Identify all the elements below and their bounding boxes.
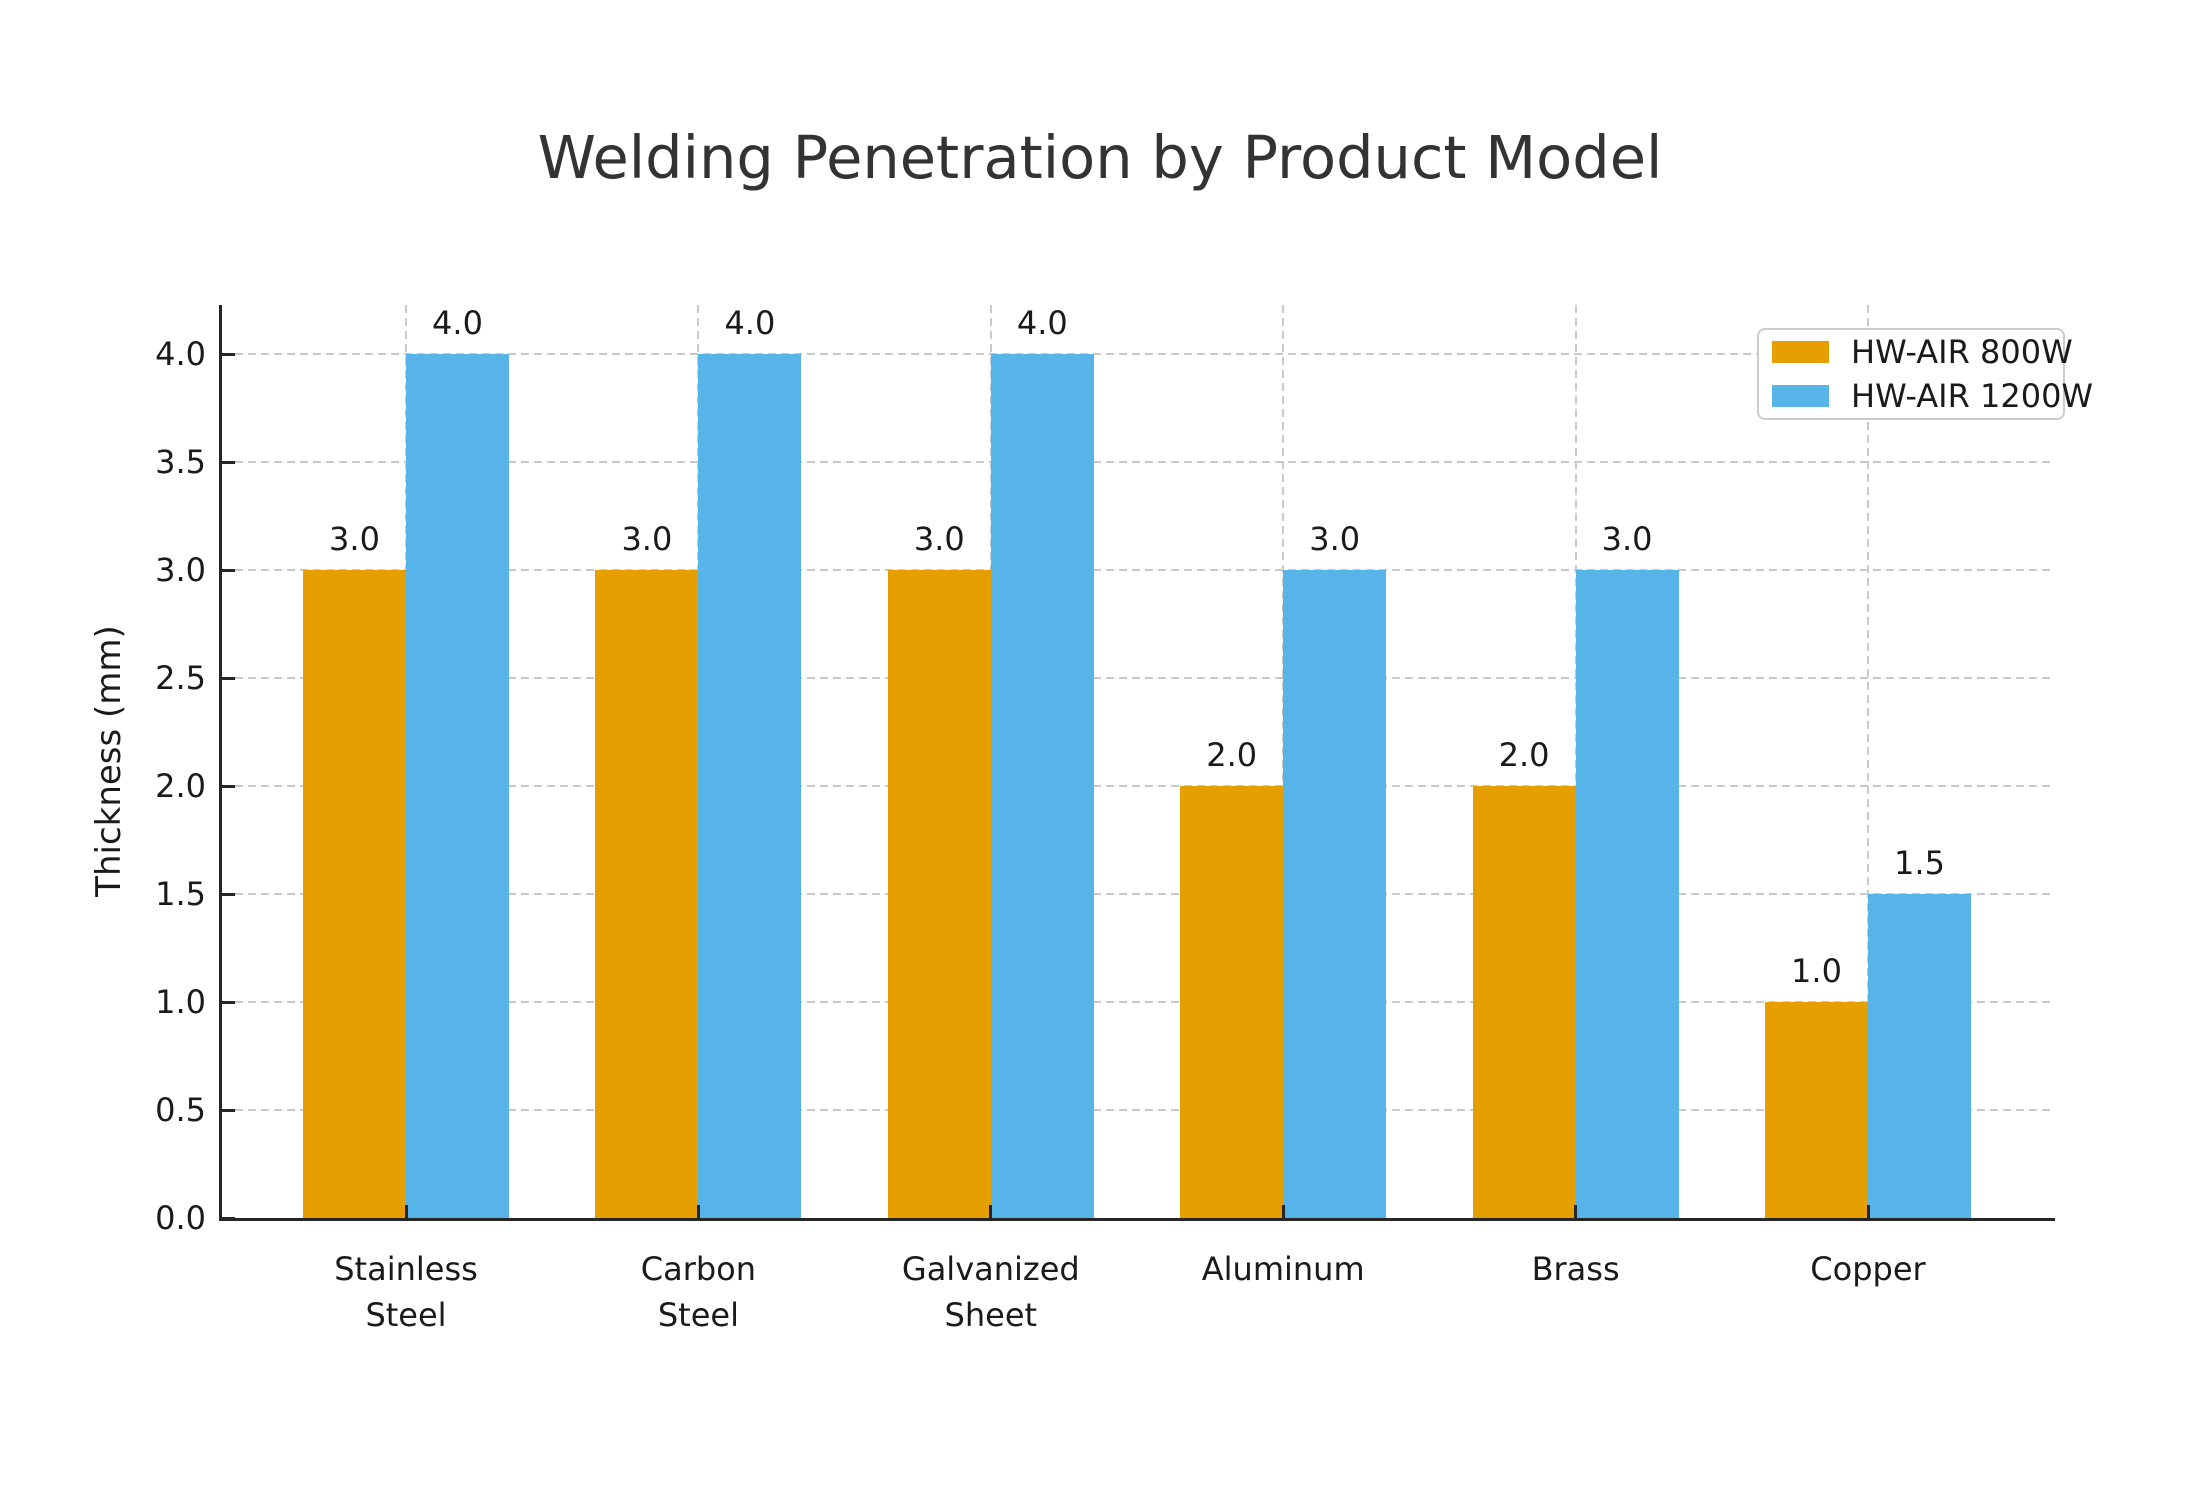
legend-swatch (1772, 341, 1829, 363)
horizontal-gridline (222, 1109, 2055, 1111)
bar-value-label: 3.0 (913, 520, 965, 558)
category-label-line: Brass (1531, 1250, 1620, 1288)
bar-value-label: 2.0 (1498, 736, 1550, 774)
horizontal-gridline (222, 893, 2055, 895)
horizontal-gridline (222, 785, 2055, 787)
bar-value-label: 3.0 (621, 520, 673, 558)
bar (990, 354, 1094, 1218)
bar-value-label: 3.0 (1309, 520, 1361, 558)
x-tick-mark (989, 1205, 993, 1218)
bar-value-label: 2.0 (1206, 736, 1258, 774)
category-label: Brass (1426, 1246, 1726, 1292)
category-label-line: Copper (1810, 1250, 1926, 1288)
category-label-line: Steel (365, 1296, 447, 1334)
x-tick-mark (404, 1205, 408, 1218)
y-tick-label: 1.0 (155, 983, 206, 1021)
y-tick-label: 2.5 (155, 659, 206, 697)
y-tick-label: 3.0 (155, 551, 206, 589)
y-tick-mark (222, 352, 235, 356)
bottom-spine (219, 1218, 2055, 1221)
bar-value-label: 4.0 (1016, 304, 1068, 342)
category-label: Carbon Steel (548, 1246, 848, 1338)
legend-swatch (1772, 385, 1829, 407)
chart-title: Welding Penetration by Product Model (537, 123, 1663, 192)
category-label-line: Galvanized (901, 1250, 1080, 1288)
y-tick-mark (222, 892, 235, 896)
bar-value-label: 4.0 (724, 304, 776, 342)
y-tick-label: 0.0 (155, 1199, 206, 1237)
y-tick-mark (222, 1216, 235, 1220)
x-tick-mark (1281, 1205, 1285, 1218)
bar (887, 570, 991, 1218)
category-label-line: Carbon (640, 1250, 757, 1288)
legend-label: HW-AIR 1200W (1851, 377, 2094, 415)
y-tick-label: 0.5 (155, 1091, 206, 1129)
y-tick-mark (222, 568, 235, 572)
category-label-line: Sheet (944, 1296, 1038, 1334)
legend-item: HW-AIR 1200W (1772, 377, 2093, 415)
x-tick-mark (696, 1205, 700, 1218)
x-tick-mark (1866, 1205, 1870, 1218)
category-label: Aluminum (1133, 1246, 1433, 1292)
horizontal-gridline (222, 677, 2055, 679)
bar-value-label: 1.0 (1791, 952, 1842, 990)
bar (1472, 786, 1576, 1218)
bar (1283, 570, 1387, 1218)
bar-value-label: 4.0 (432, 304, 483, 342)
bar-value-label: 3.0 (329, 520, 380, 558)
bar (1765, 1002, 1868, 1218)
y-tick-mark (222, 676, 235, 680)
horizontal-gridline (222, 353, 2055, 355)
bar (698, 354, 802, 1218)
y-tick-mark (222, 784, 235, 788)
y-tick-label: 3.5 (155, 443, 206, 481)
category-label-line: Steel (657, 1296, 739, 1334)
horizontal-gridline (222, 1001, 2055, 1003)
legend-label: HW-AIR 800W (1851, 333, 2073, 371)
bar (1575, 570, 1679, 1218)
vertical-gridline (1867, 305, 1869, 1218)
bar (1868, 894, 1971, 1218)
y-tick-label: 1.5 (155, 875, 206, 913)
x-tick-mark (1574, 1205, 1578, 1218)
bar-value-label: 3.0 (1601, 520, 1653, 558)
left-spine (219, 305, 222, 1221)
horizontal-gridline (222, 569, 2055, 571)
y-tick-label: 2.0 (155, 767, 206, 805)
legend: HW-AIR 800W HW-AIR 1200W (1757, 328, 2093, 420)
y-tick-mark (222, 1108, 235, 1112)
y-tick-mark (222, 460, 235, 464)
y-tick-label: 4.0 (155, 335, 206, 373)
category-label-line: Stainless (334, 1250, 478, 1288)
category-label: Stainless Steel (256, 1246, 556, 1338)
legend-item: HW-AIR 800W (1772, 333, 2073, 371)
y-tick-mark (222, 1000, 235, 1004)
bar-value-label: 1.5 (1894, 844, 1945, 882)
bar (595, 570, 699, 1218)
horizontal-gridline (222, 461, 2055, 463)
bar (303, 570, 406, 1218)
category-label: Copper (1718, 1246, 2018, 1292)
category-label: Galvanized Sheet (841, 1246, 1141, 1338)
bar (406, 354, 509, 1218)
bar (1180, 786, 1284, 1218)
category-label-line: Aluminum (1201, 1250, 1365, 1288)
